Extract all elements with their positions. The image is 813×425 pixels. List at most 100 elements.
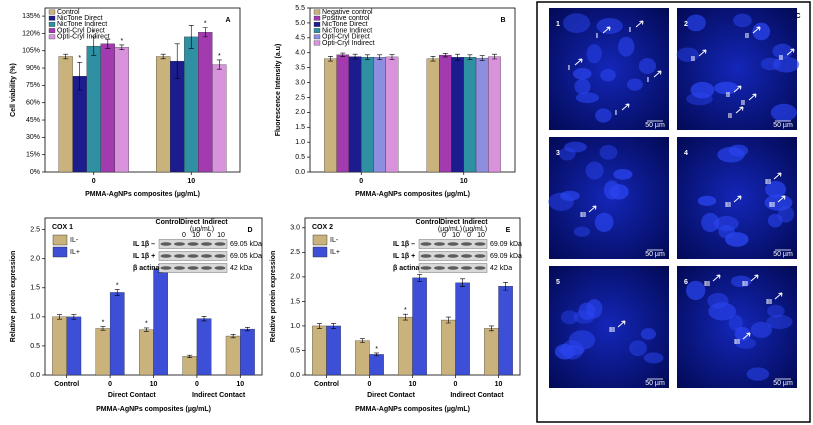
cell-marker: II — [728, 113, 732, 120]
blot-weight: 69.05 kDa — [230, 253, 262, 260]
bar — [398, 316, 413, 376]
x-axis-label: PMMA-AgNPs composites (µg/mL) — [96, 406, 211, 413]
cell-nucleus — [629, 340, 647, 357]
error-bar — [328, 56, 333, 62]
cell-nucleus — [586, 44, 602, 64]
cell-nucleus — [643, 352, 664, 364]
x-tick-label: 10 — [409, 381, 417, 388]
y-tick-label: 2.5 — [295, 94, 305, 101]
bar — [348, 56, 362, 173]
blot-row-label: β actina — [133, 265, 160, 272]
marker-arrow — [752, 26, 761, 34]
group-label: Indirect Contact — [450, 392, 504, 399]
cell-marker: II — [779, 55, 783, 62]
significance: * — [102, 320, 105, 327]
plot-frame — [44, 7, 241, 173]
cell-nucleus — [573, 226, 591, 237]
cell-marker: III — [734, 339, 740, 346]
error-bar — [455, 53, 461, 61]
micrograph-number: 4 — [684, 150, 688, 157]
error-bar — [105, 38, 111, 49]
significance: * — [120, 38, 123, 45]
marker-arrow — [735, 106, 744, 114]
y-tick-label: 0.5 — [290, 347, 300, 354]
cell-nucleus — [600, 68, 616, 82]
bar — [455, 282, 470, 376]
x-tick-label: 10 — [187, 178, 195, 185]
y-tick-label: 105% — [22, 48, 40, 55]
group-label: Direct Contact — [108, 392, 157, 399]
cell-nucleus — [575, 92, 600, 104]
error-bar — [430, 56, 436, 62]
y-tick-label: 5.5 — [295, 5, 305, 12]
blot-header: Direct — [440, 219, 461, 226]
cell-marker: I — [647, 77, 649, 84]
bar — [95, 328, 111, 376]
blot-lane: 0 — [442, 232, 446, 239]
legend-swatch — [48, 34, 56, 40]
blot-header: Indirect — [202, 219, 228, 226]
significance: * — [204, 20, 207, 27]
error-bar — [143, 327, 149, 332]
x-tick-label: 0 — [92, 178, 96, 185]
blot-band — [214, 242, 226, 246]
panel-letter: C — [795, 13, 800, 20]
blot-lane: 0 — [467, 232, 471, 239]
y-tick-label: 1.5 — [290, 298, 300, 305]
cell-nucleus — [697, 195, 717, 206]
cell-nucleus — [714, 81, 739, 95]
y-tick-label: 2.5 — [30, 226, 40, 233]
cell-marker: III — [769, 202, 775, 209]
x-tick-label: 0 — [368, 381, 372, 388]
bar — [498, 286, 513, 376]
blot-header: Direct — [180, 219, 201, 226]
legend-swatch — [313, 15, 321, 21]
marker-arrow — [635, 20, 644, 28]
marker-arrow — [748, 93, 757, 101]
cell-nucleus — [718, 224, 735, 239]
blot-band — [447, 242, 459, 246]
error-bar — [174, 43, 180, 79]
significance: * — [92, 30, 95, 37]
chart-subtitle: COX 2 — [312, 224, 333, 231]
x-tick-label: 0 — [108, 381, 112, 388]
legend-swatch — [313, 9, 321, 15]
cell-nucleus — [586, 299, 603, 319]
cell-marker: I — [629, 27, 631, 34]
error-bar — [364, 54, 370, 60]
scale-bar-label: 50 µm — [645, 380, 665, 387]
bar — [100, 43, 115, 173]
legend-label: IL- — [70, 237, 79, 244]
blot-lane: 10 — [477, 232, 485, 239]
bar — [86, 45, 101, 173]
cell-nucleus — [594, 212, 614, 233]
legend-label: Opti-Cryl Direct — [57, 27, 105, 34]
blot-band — [160, 266, 172, 270]
error-bar — [377, 54, 383, 60]
cell-nucleus — [564, 141, 587, 153]
y-tick-label: 4.0 — [295, 50, 305, 57]
blot-band — [434, 242, 445, 246]
cell-nucleus — [750, 321, 773, 338]
blot-lane: 10 — [192, 232, 200, 239]
bar — [58, 56, 73, 173]
error-bar — [160, 53, 166, 60]
cell-nucleus — [777, 205, 795, 223]
cell-marker: I — [615, 110, 617, 117]
error-bar — [479, 55, 485, 61]
blot-row-label: IL 1β – — [393, 241, 415, 248]
cell-nucleus — [640, 328, 657, 340]
micrograph-number: 5 — [556, 279, 560, 286]
blot-weight: 42 kDa — [490, 265, 512, 272]
legend-swatch — [52, 234, 68, 246]
cell-nucleus — [746, 367, 770, 381]
error-bar — [57, 314, 63, 320]
x-tick-label: 10 — [495, 381, 503, 388]
legend-label: Negative control — [322, 9, 373, 16]
bar — [109, 292, 125, 376]
legend-label: NicTone Direct — [322, 21, 368, 28]
marker-arrow — [733, 85, 742, 93]
cell-nucleus — [690, 81, 715, 99]
cell-marker: II — [726, 92, 730, 99]
blot-lane: 10 — [217, 232, 225, 239]
